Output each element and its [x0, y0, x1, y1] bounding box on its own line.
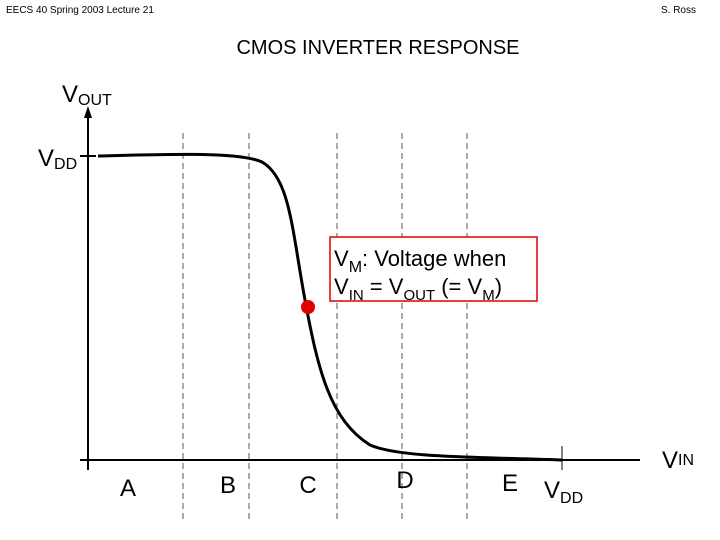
- annotation-text: = V: [364, 274, 404, 299]
- region-label: B: [220, 472, 236, 499]
- annotation-sub: IN: [349, 287, 364, 304]
- region-label: E: [502, 470, 518, 497]
- y-vdd-label: VDD: [38, 145, 77, 173]
- annotation-line: VIN = VOUT (= VM): [334, 274, 502, 304]
- x-axis-label: VIN: [662, 447, 694, 474]
- title: CMOS INVERTER RESPONSE: [236, 37, 519, 59]
- x-vdd-label: VDD: [544, 477, 583, 507]
- annotation-sub: M: [349, 259, 362, 276]
- header-right: S. Ross: [661, 5, 696, 16]
- switching-point: [301, 300, 315, 314]
- label-part: IN: [678, 452, 694, 469]
- transfer-curve: [97, 152, 563, 462]
- header-left: EECS 40 Spring 2003 Lecture 21: [6, 5, 154, 16]
- label-part: V: [62, 81, 78, 108]
- label-part: V: [38, 145, 54, 172]
- annotation-text: : Voltage when: [362, 246, 506, 271]
- label-part: OUT: [78, 92, 112, 109]
- annotation-text: ): [495, 274, 502, 299]
- region-dividers: [182, 133, 468, 522]
- annotation-text: V: [334, 274, 349, 299]
- region-label: D: [396, 467, 413, 494]
- annotation-sub: OUT: [403, 287, 435, 304]
- annotation-sub: M: [482, 287, 495, 304]
- label-part: V: [544, 477, 560, 504]
- annotation-box: [329, 236, 538, 302]
- y-axis-label: VOUT: [62, 81, 112, 109]
- label-part: DD: [560, 490, 583, 507]
- label-part: V: [662, 447, 678, 474]
- annotation-line: VM: Voltage when: [334, 246, 506, 276]
- region-label: A: [120, 475, 136, 502]
- label-part: DD: [54, 156, 77, 173]
- region-label: C: [299, 472, 316, 499]
- annotation-text: V: [334, 246, 349, 271]
- annotation-text: (= V: [435, 274, 482, 299]
